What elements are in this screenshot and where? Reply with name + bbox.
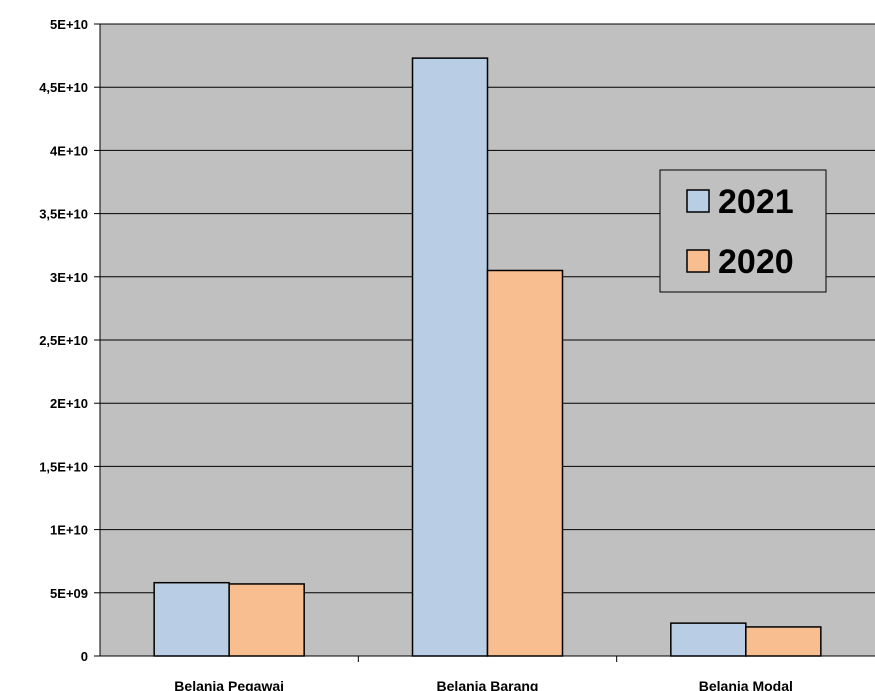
y-tick-label: 5E+09 bbox=[50, 586, 88, 601]
bar-2020-3 bbox=[745, 626, 822, 657]
x-category-label: Belanja Modal bbox=[699, 678, 793, 691]
y-tick-label: 1,5E+10 bbox=[39, 459, 88, 474]
y-tick-label: 2,5E+10 bbox=[39, 333, 88, 348]
y-tick-label: 5E+10 bbox=[50, 17, 88, 32]
legend-swatch-2020 bbox=[686, 249, 710, 273]
axes bbox=[99, 24, 875, 662]
y-tick-label: 3E+10 bbox=[50, 270, 88, 285]
y-tick-label: 3,5E+10 bbox=[39, 207, 88, 222]
y-tick-label: 0 bbox=[81, 649, 88, 664]
bar-2020-2 bbox=[486, 269, 564, 657]
bar-2020-1 bbox=[228, 583, 305, 657]
bar-2021-2 bbox=[411, 57, 489, 657]
x-category-labels: Belanja Pegawai Belanja Barang Belanja Mod… bbox=[174, 678, 793, 691]
bar-2021-1 bbox=[153, 581, 230, 657]
legend-label-2020: 2020 bbox=[718, 243, 794, 281]
y-tick-label: 4E+10 bbox=[50, 143, 88, 158]
bars bbox=[153, 57, 822, 657]
x-category-label: Belanja Pegawai bbox=[174, 678, 284, 691]
y-tick-label: 1E+10 bbox=[50, 523, 88, 538]
y-tick-labels: 0 5E+09 1E+10 1,5E+10 2E+10 2,5E+10 3E+10 3,5E+… bbox=[39, 17, 88, 664]
y-tick-label: 2E+10 bbox=[50, 396, 88, 411]
legend-swatch-2021 bbox=[686, 189, 710, 213]
x-category-label: Belanja Barang bbox=[437, 678, 539, 691]
legend-label-2021: 2021 bbox=[718, 183, 794, 221]
legend: 2021 2020 bbox=[659, 169, 827, 293]
y-tick-label: 4,5E+10 bbox=[39, 80, 88, 95]
bar-2021-3 bbox=[670, 622, 747, 657]
